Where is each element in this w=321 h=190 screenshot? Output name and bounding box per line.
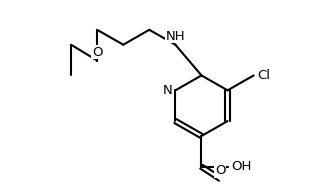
Text: N: N	[162, 84, 172, 97]
Text: NH: NH	[166, 30, 185, 43]
Text: OH: OH	[231, 160, 251, 173]
Text: O: O	[92, 46, 102, 59]
Text: O: O	[215, 164, 225, 177]
Text: Cl: Cl	[257, 69, 270, 82]
